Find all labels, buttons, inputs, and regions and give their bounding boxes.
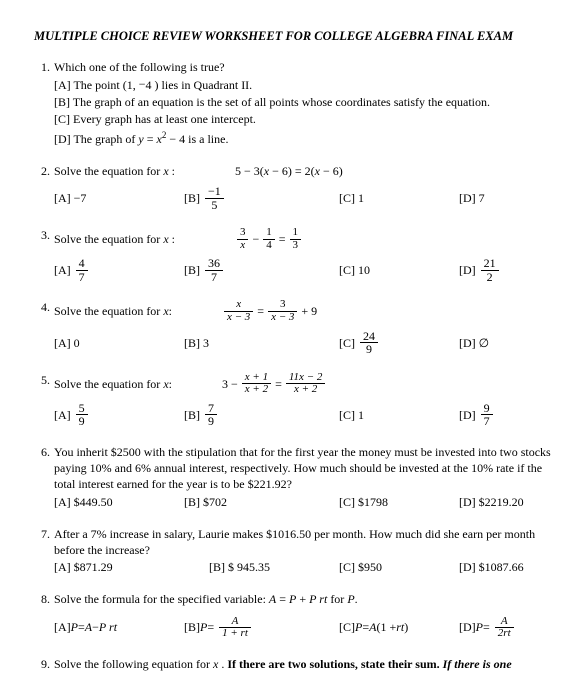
q8-a: [A] P = A − P rt [54, 619, 184, 635]
q9-stem: Solve the following equation for x . If … [54, 656, 551, 672]
q6-stem: You inherit $2500 with the stipulation t… [54, 444, 551, 493]
question-5: 5. Solve the equation for x: 3 − x + 1x … [34, 372, 551, 428]
question-3: 3. Solve the equation for x : 3x − 14 = … [34, 227, 551, 283]
q8-num: 8. [34, 591, 54, 639]
question-6: 6. You inherit $2500 with the stipulatio… [34, 444, 551, 510]
q8-b: [B] P = A1 + rt [184, 616, 339, 640]
q2-num: 2. [34, 163, 54, 211]
q1-d: [D] The graph of y = x2 − 4 is a line. [54, 129, 551, 147]
page-title: MULTIPLE CHOICE REVIEW WORKSHEET FOR COL… [34, 28, 551, 45]
q1-c: [C] Every graph has at least one interce… [54, 111, 551, 127]
q1-a: [A] The point (1, −4 ) lies in Quadrant … [54, 76, 551, 93]
q5-b: [B] 79 [184, 402, 339, 428]
q3-c: [C] 10 [339, 257, 459, 283]
q3-d: [D] 212 [459, 257, 501, 283]
q3-a: [A] 47 [54, 257, 184, 283]
q7-b: [B] $ 945.35 [209, 559, 339, 575]
question-9: 9. Solve the following equation for x . … [34, 656, 551, 672]
q3-num: 3. [34, 227, 54, 283]
q3-b: [B] 367 [184, 257, 339, 283]
q6-a: [A] $449.50 [54, 494, 184, 510]
q2-a: [A] −7 [54, 185, 184, 211]
question-8: 8. Solve the formula for the specified v… [34, 591, 551, 639]
q4-a: [A] 0 [54, 330, 184, 356]
q5-num: 5. [34, 372, 54, 428]
q5-d: [D] 97 [459, 402, 495, 428]
q2-d: [D] 7 [459, 185, 485, 211]
q7-d: [D] $1087.66 [459, 559, 524, 575]
q1-stem: Which one of the following is true? [54, 59, 551, 75]
q6-d: [D] $2219.20 [459, 494, 524, 510]
q2-b: [B] −15 [184, 185, 339, 211]
q4-d: [D] ∅ [459, 330, 489, 356]
q8-d: [D] P = A2rt [459, 616, 516, 640]
q9-num: 9. [34, 656, 54, 672]
q1-b: [B] The graph of an equation is the set … [54, 94, 551, 110]
q4-num: 4. [34, 299, 54, 355]
q4-c: [C] 249 [339, 330, 459, 356]
q1-num: 1. [34, 59, 54, 147]
q8-stem: Solve the formula for the specified vari… [54, 591, 551, 607]
q7-a: [A] $871.29 [54, 559, 209, 575]
question-4: 4. Solve the equation for x: xx − 3 = 3x… [34, 299, 551, 355]
q5-a: [A] 59 [54, 402, 184, 428]
q7-stem: After a 7% increase in salary, Laurie ma… [54, 526, 551, 558]
q2-c: [C] 1 [339, 185, 459, 211]
q8-c: [C] P = A(1 + rt) [339, 619, 459, 635]
q7-c: [C] $950 [339, 559, 459, 575]
q7-num: 7. [34, 526, 54, 576]
q5-c: [C] 1 [339, 402, 459, 428]
q6-num: 6. [34, 444, 54, 510]
q6-c: [C] $1798 [339, 494, 459, 510]
question-7: 7. After a 7% increase in salary, Laurie… [34, 526, 551, 576]
question-1: 1. Which one of the following is true? [… [34, 59, 551, 147]
q6-b: [B] $702 [184, 494, 339, 510]
question-2: 2. Solve the equation for x : 5 − 3(x − … [34, 163, 551, 211]
q4-b: [B] 3 [184, 330, 339, 356]
